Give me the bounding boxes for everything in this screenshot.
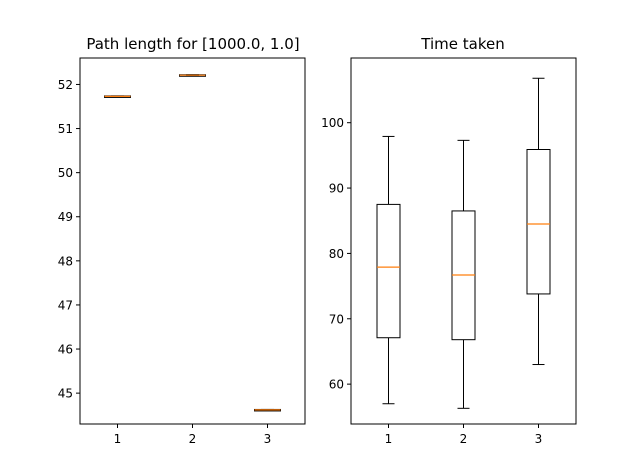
chart-title: Path length for [1000.0, 1.0] xyxy=(86,35,299,53)
x-tick-label: 2 xyxy=(189,432,197,446)
axes-frame xyxy=(350,57,577,425)
y-tick-label: 45 xyxy=(58,387,73,401)
x-tick-label: 1 xyxy=(385,432,393,446)
chart-title: Time taken xyxy=(420,35,504,53)
box-body xyxy=(376,203,401,339)
y-tick-label: 52 xyxy=(58,78,73,92)
y-tick-label: 46 xyxy=(58,343,73,357)
y-tick-label: 100 xyxy=(321,116,344,130)
plot-area: 45 46 47 48 49 50 51 52 1 2 3 xyxy=(58,74,281,446)
y-tick-label: 70 xyxy=(329,312,344,326)
y-tick-label: 47 xyxy=(58,298,73,312)
box-1 xyxy=(104,95,131,98)
x-tick-label: 3 xyxy=(535,432,543,446)
x-tick-label: 2 xyxy=(460,432,468,446)
y-tick-label: 60 xyxy=(329,378,344,392)
y-tick-label: 49 xyxy=(58,210,73,224)
x-tick-label: 3 xyxy=(264,432,272,446)
box-body xyxy=(526,149,551,295)
box-3 xyxy=(254,408,281,412)
box-2 xyxy=(451,139,476,409)
plot-area: 60 70 80 90 100 1 2 3 xyxy=(321,77,551,446)
y-tick-label: 90 xyxy=(329,182,344,196)
y-tick-label: 80 xyxy=(329,247,344,261)
path-length-panel: Path length for [1000.0, 1.0] 45 46 47 48 49… xyxy=(58,35,306,446)
box-1 xyxy=(376,135,401,405)
time-taken-panel: Time taken 60 70 80 90 100 1 2 3 xyxy=(321,35,577,446)
axes-frame xyxy=(79,57,306,425)
y-tick-label: 51 xyxy=(58,122,73,136)
y-tick-label: 50 xyxy=(58,166,73,180)
box-3 xyxy=(526,77,551,366)
y-tick-label: 48 xyxy=(58,254,73,268)
box-2 xyxy=(179,74,206,77)
x-tick-label: 1 xyxy=(114,432,122,446)
